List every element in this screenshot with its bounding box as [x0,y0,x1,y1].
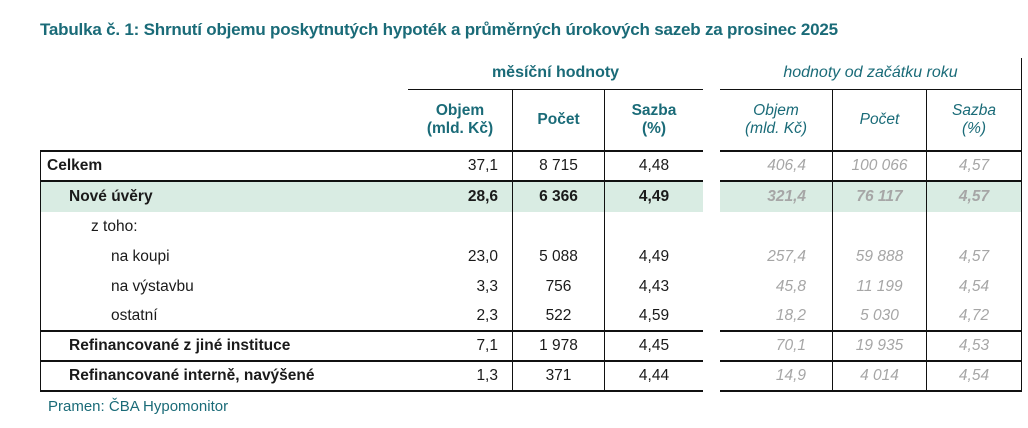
column-header-line: Sazba [952,102,996,120]
header-label-spacer [40,90,408,152]
group-gap [703,302,720,332]
group-gap [703,58,720,90]
cell-ytd-pocet: 100 066 [832,152,926,182]
cell-ytd-objem: 18,2 [720,302,832,332]
row-label: Celkem [40,152,408,182]
group-header-ytd: hodnoty od začátku roku [720,58,1022,90]
cell-ytd-pocet: 4 014 [832,362,926,392]
column-header-ytd-sazba: Sazba (%) [926,90,1022,152]
cell-monthly-pocet: 8 715 [512,152,604,182]
column-header-monthly-objem: Objem (mld. Kč) [408,90,512,152]
cell-monthly-pocet [512,212,604,242]
summary-table: měsíční hodnoty hodnoty od začátku roku … [40,58,1022,392]
cell-ytd-pocet: 11 199 [832,272,926,302]
group-gap [703,90,720,152]
column-header-line: (%) [641,120,667,137]
cell-ytd-pocet [832,212,926,242]
cell-monthly-pocet: 6 366 [512,182,604,212]
cell-monthly-objem: 7,1 [408,332,512,362]
row-label: Nové úvěry [40,182,408,212]
cell-monthly-pocet: 371 [512,362,604,392]
group-gap [703,212,720,242]
column-header-line: (mld. Kč) [426,120,494,137]
cell-ytd-pocet: 59 888 [832,242,926,272]
group-gap [703,272,720,302]
row-label: Refinancované z jiné instituce [40,332,408,362]
column-header-ytd-pocet: Počet [832,90,926,152]
column-header-line: Sazba [631,102,677,120]
cell-monthly-sazba: 4,44 [604,362,703,392]
cell-monthly-sazba: 4,48 [604,152,703,182]
row-label: Refinancované interně, navýšené [40,362,408,392]
group-title-spacer [40,58,408,90]
page-title: Tabulka č. 1: Shrnutí objemu poskytnutýc… [40,20,838,39]
cell-monthly-pocet: 756 [512,272,604,302]
column-header-ytd-objem: Objem (mld. Kč) [720,90,832,152]
group-gap [703,182,720,212]
cell-monthly-sazba: 4,45 [604,332,703,362]
group-gap [703,152,720,182]
source-note: Pramen: ČBA Hypomonitor [48,398,229,415]
cell-ytd-sazba: 4,57 [926,152,1022,182]
column-header-line: Objem [435,102,485,120]
column-header-line: (mld. Kč) [745,120,807,137]
cell-ytd-sazba: 4,57 [926,242,1022,272]
group-gap [703,332,720,362]
cell-ytd-objem: 406,4 [720,152,832,182]
cell-monthly-pocet: 522 [512,302,604,332]
column-header-monthly-pocet: Počet [512,90,604,152]
cell-monthly-sazba: 4,59 [604,302,703,332]
column-header-line: (%) [961,120,987,137]
cell-monthly-sazba: 4,49 [604,182,703,212]
cell-ytd-objem: 257,4 [767,248,806,266]
cell-ytd-objem: 45,8 [775,278,806,296]
cell-monthly-objem: 28,6 [408,182,512,212]
cell-ytd-sazba: 4,72 [926,302,1022,332]
cell-ytd-sazba: 4,57 [926,182,1022,212]
cell-ytd-sazba: 4,54 [926,362,1022,392]
cell-monthly-objem: 2,3 [408,302,512,332]
cell-monthly-objem: 1,3 [408,362,512,392]
column-header-line: Objem [753,102,799,120]
column-header-monthly-sazba: Sazba (%) [604,90,703,152]
row-label: na koupi [40,242,408,272]
cell-ytd-pocet: 5 030 [832,302,926,332]
cell-ytd-sazba: 4,53 [926,332,1022,362]
cell-ytd-pocet: 19 935 [832,332,926,362]
group-gap [703,362,720,392]
cell-ytd-sazba: 4,54 [926,272,1022,302]
row-label: ostatní [40,302,408,332]
cell-ytd-objem: 14,9 [720,362,832,392]
cell-ytd-objem [720,212,832,242]
cell-ytd-objem: 70,1 [720,332,832,362]
cell-monthly-sazba [604,212,703,242]
cell-monthly-objem: 23,0 [467,248,498,266]
cell-monthly-pocet: 1 978 [512,332,604,362]
cell-monthly-sazba: 4,49 [604,242,703,272]
cell-monthly-objem: 37,1 [408,152,512,182]
cell-monthly-sazba: 4,43 [604,272,703,302]
row-label: na výstavbu [40,272,408,302]
group-header-monthly: měsíční hodnoty [408,58,703,90]
cell-ytd-objem: 321,4 [720,182,832,212]
cell-ytd-sazba [926,212,1022,242]
cell-monthly-objem [408,212,512,242]
group-gap [703,242,720,272]
cell-monthly-objem: 3,3 [476,278,498,296]
cell-ytd-pocet: 76 117 [832,182,926,212]
row-label: z toho: [40,212,408,242]
cell-monthly-pocet: 5 088 [512,242,604,272]
